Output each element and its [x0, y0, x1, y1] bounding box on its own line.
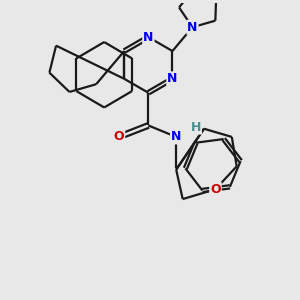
Text: N: N	[171, 130, 181, 143]
Text: H: H	[190, 121, 201, 134]
Text: N: N	[167, 72, 178, 85]
Text: O: O	[210, 183, 221, 196]
Text: N: N	[187, 21, 198, 34]
Text: O: O	[114, 130, 124, 143]
Text: N: N	[143, 31, 154, 44]
